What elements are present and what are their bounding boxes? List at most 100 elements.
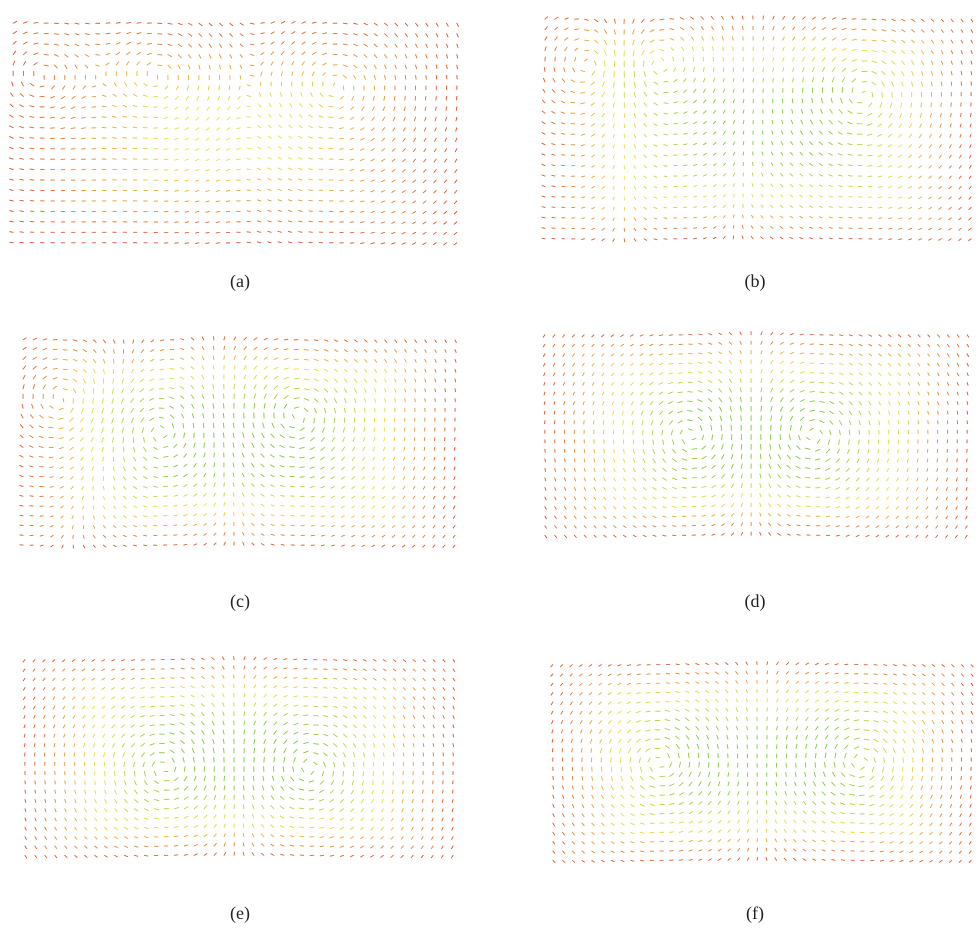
vector-arrow: [334, 379, 337, 382]
vector-arrow: [659, 373, 663, 375]
vector-arrow: [412, 243, 415, 245]
vector-arrow: [552, 739, 553, 742]
vector-arrow: [24, 744, 25, 747]
vector-arrow: [830, 383, 834, 384]
vector-arrow: [941, 61, 942, 64]
vector-arrow: [722, 37, 723, 40]
vector-arrow: [33, 697, 35, 700]
vector-arrow: [393, 688, 395, 690]
vector-arrow: [731, 464, 733, 468]
vector-arrow: [565, 57, 566, 61]
vector-arrow: [51, 96, 55, 98]
vector-arrow: [694, 111, 697, 113]
vector-arrow: [343, 44, 347, 45]
vector-arrow: [289, 147, 292, 149]
vector-arrow: [969, 176, 971, 179]
vector-arrow: [382, 159, 385, 161]
vector-arrow: [25, 790, 26, 793]
vector-arrow: [580, 721, 582, 724]
vector-arrow: [443, 697, 444, 700]
vector-arrow: [712, 26, 714, 29]
vector-arrow: [172, 424, 173, 428]
vector-arrow: [21, 414, 23, 418]
vector-arrow: [131, 669, 134, 670]
vector-arrow: [773, 58, 774, 61]
vector-arrow: [426, 44, 428, 47]
vector-arrow: [339, 128, 343, 129]
vector-arrow: [104, 753, 105, 757]
vector-arrow: [900, 113, 902, 117]
vector-arrow: [691, 37, 693, 40]
vector-arrow: [405, 76, 406, 80]
vector-arrow: [237, 138, 241, 139]
vector-arrow: [13, 61, 14, 65]
vector-arrow: [674, 102, 678, 103]
vector-arrow: [867, 468, 869, 471]
vector-arrow: [879, 344, 882, 346]
vector-arrow: [50, 486, 53, 487]
vector-arrow: [290, 427, 295, 428]
vector-arrow: [280, 435, 284, 438]
vector-arrow: [582, 176, 585, 177]
vector-arrow: [411, 846, 413, 848]
vector-arrow: [424, 138, 426, 141]
vector-arrow: [761, 237, 763, 239]
vector-arrow: [653, 468, 656, 471]
vector-arrow: [404, 457, 405, 460]
vector-arrow: [334, 697, 338, 698]
vector-arrow: [403, 159, 406, 162]
vector-arrow: [184, 525, 187, 526]
vector-arrow: [244, 666, 245, 669]
vector-arrow: [20, 455, 23, 457]
vector-arrow: [938, 383, 939, 386]
vector-arrow: [919, 145, 921, 148]
vector-arrow: [909, 197, 912, 198]
vector-arrow: [85, 55, 88, 57]
vector-arrow: [299, 799, 304, 800]
vector-arrow: [233, 493, 234, 496]
vector-arrow: [561, 711, 563, 714]
vector-arrow: [872, 40, 876, 41]
vector-arrow: [545, 535, 547, 537]
vector-arrow: [247, 242, 250, 243]
vector-arrow: [43, 348, 47, 349]
vector-arrow: [83, 369, 86, 372]
vector-arrow: [928, 411, 929, 414]
vector-arrow: [898, 335, 900, 337]
vector-arrow: [278, 200, 281, 201]
vector-arrow: [442, 837, 443, 840]
vector-arrow: [206, 201, 209, 202]
vector-arrow: [392, 526, 394, 528]
vector-arrow: [292, 415, 294, 418]
vector-arrow: [392, 211, 395, 213]
vector-arrow: [13, 21, 17, 23]
vector-arrow: [453, 725, 454, 728]
vector-arrow: [573, 392, 574, 395]
vector-arrow: [340, 837, 343, 839]
vector-arrow: [123, 526, 126, 528]
vector-arrow: [304, 742, 309, 743]
vector-arrow: [222, 657, 224, 660]
vector-arrow: [447, 55, 448, 58]
vector-arrow: [582, 851, 584, 853]
vector-arrow: [781, 152, 783, 155]
vector-arrow: [832, 28, 836, 30]
vector-arrow: [762, 173, 763, 176]
vector-arrow: [815, 478, 819, 479]
vector-arrow: [401, 837, 403, 840]
vector-arrow: [184, 826, 188, 827]
vector-arrow: [436, 44, 437, 47]
vector-arrow: [204, 825, 207, 828]
vector-arrow: [423, 790, 424, 793]
vector-arrow: [839, 186, 842, 187]
vector-arrow: [175, 138, 179, 139]
vector-arrow: [382, 799, 384, 802]
vector-arrow: [404, 447, 405, 450]
vector-arrow: [413, 688, 415, 690]
vector-arrow: [30, 435, 33, 437]
vector-arrow: [33, 366, 36, 369]
vector-arrow: [887, 478, 889, 481]
vector-arrow: [611, 842, 614, 844]
vector-arrow: [414, 457, 415, 460]
vector-arrow: [643, 449, 644, 453]
